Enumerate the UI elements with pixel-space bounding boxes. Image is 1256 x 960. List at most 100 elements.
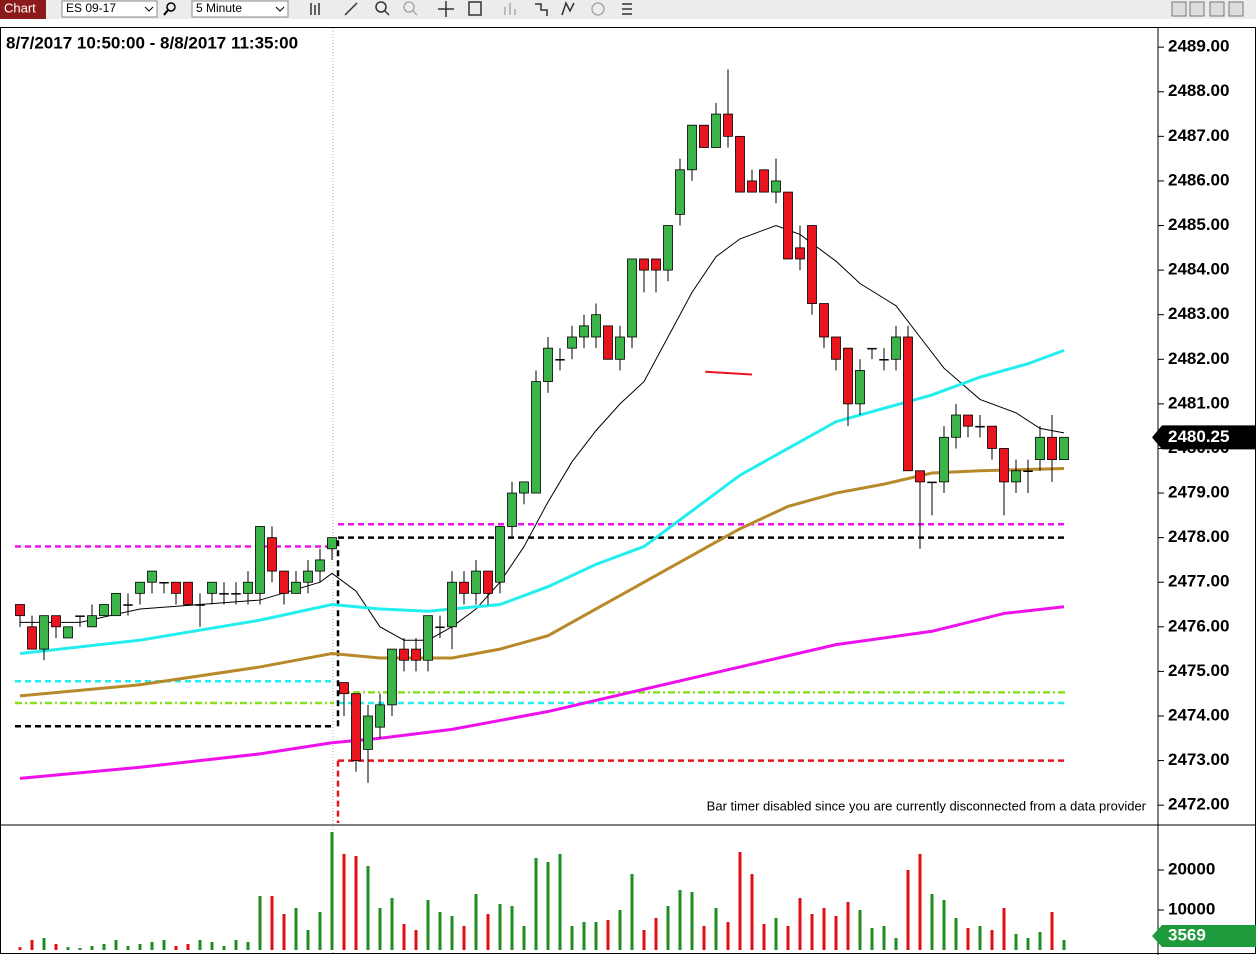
instrument-select[interactable] bbox=[61, 0, 158, 18]
volume-bar bbox=[378, 908, 382, 950]
y-tick-label: 2481.00 bbox=[1168, 393, 1229, 412]
volume-bar bbox=[882, 926, 886, 950]
y-tick-label: 2486.00 bbox=[1168, 170, 1229, 189]
volume-bar bbox=[1026, 938, 1030, 950]
y-tick-label: 2475.00 bbox=[1168, 661, 1229, 680]
volume-bar bbox=[1014, 934, 1018, 950]
candle-body bbox=[147, 570, 157, 583]
volume-bar bbox=[318, 912, 322, 950]
volume-bar bbox=[150, 942, 154, 950]
volume-bar bbox=[546, 862, 550, 950]
candle-body bbox=[423, 615, 433, 661]
candle-body bbox=[807, 225, 817, 304]
candle-body bbox=[975, 425, 985, 428]
volume-bar bbox=[906, 870, 910, 950]
volume-bar bbox=[18, 947, 22, 950]
y-tick-label: 2474.00 bbox=[1168, 705, 1229, 724]
y-tick-label: 2482.00 bbox=[1168, 349, 1229, 368]
candle-body bbox=[915, 470, 925, 483]
y-tick-label: 2477.00 bbox=[1168, 572, 1229, 591]
candle-body bbox=[843, 347, 853, 405]
candle-body bbox=[159, 581, 169, 584]
chart-tab[interactable] bbox=[0, 0, 46, 19]
volume-bar bbox=[342, 854, 346, 950]
candle-body bbox=[699, 124, 709, 148]
candle-body bbox=[735, 135, 745, 193]
volume-bar bbox=[462, 926, 466, 950]
volume-bar bbox=[714, 908, 718, 950]
volume-bar bbox=[222, 946, 226, 950]
volume-bar bbox=[366, 866, 370, 950]
volume-bar bbox=[498, 904, 502, 950]
volume-bar bbox=[390, 898, 394, 950]
volume-bar bbox=[750, 874, 754, 950]
volume-bar bbox=[198, 940, 202, 950]
volume-bar bbox=[510, 906, 514, 950]
candle-body bbox=[1059, 436, 1069, 461]
volume-bar bbox=[66, 947, 70, 950]
candle-body bbox=[651, 258, 661, 271]
volume-bar bbox=[690, 892, 694, 950]
volume-bar bbox=[78, 948, 82, 950]
candle-body bbox=[927, 481, 937, 484]
y-tick-label: 2483.00 bbox=[1168, 304, 1229, 323]
candle-body bbox=[507, 492, 517, 527]
volume-bar bbox=[630, 874, 634, 950]
volume-bar bbox=[534, 858, 538, 950]
candle-body bbox=[795, 247, 805, 260]
volume-bar bbox=[306, 930, 310, 950]
candle-body bbox=[207, 581, 217, 594]
candle-body bbox=[687, 124, 697, 171]
candle-body bbox=[615, 336, 625, 360]
search-icon[interactable] bbox=[166, 2, 176, 12]
candle-body bbox=[579, 325, 589, 338]
y-tick-label: 2485.00 bbox=[1168, 215, 1229, 234]
window-buttons[interactable] bbox=[1171, 1, 1244, 17]
last-volume-box bbox=[1152, 925, 1256, 947]
drawn-line bbox=[705, 370, 753, 376]
candle-body bbox=[291, 581, 301, 594]
volume-bar bbox=[354, 856, 358, 950]
toolbar-icons[interactable] bbox=[310, 1, 632, 17]
interval-label: 5 Minute bbox=[196, 1, 242, 15]
candle-body bbox=[243, 581, 253, 594]
candle-body bbox=[771, 180, 781, 193]
candle-body bbox=[903, 336, 913, 472]
candle-body bbox=[543, 347, 553, 382]
candle-body bbox=[279, 570, 289, 594]
volume-bar bbox=[894, 938, 898, 950]
volume-bar bbox=[990, 930, 994, 950]
volume-bar bbox=[522, 926, 526, 950]
volume-bar bbox=[786, 926, 790, 950]
candle-body bbox=[219, 593, 229, 595]
volume-bar bbox=[102, 944, 106, 950]
candle-body bbox=[531, 381, 541, 494]
volume-bar bbox=[810, 914, 814, 950]
chart-tab-label: Chart bbox=[4, 0, 36, 15]
candle-body bbox=[951, 414, 961, 438]
candle-body bbox=[39, 615, 49, 650]
candle-body bbox=[171, 581, 181, 594]
volume-bar bbox=[30, 940, 34, 950]
volume-bar bbox=[1002, 908, 1006, 950]
volume-bar bbox=[114, 940, 118, 950]
volume-bar bbox=[438, 912, 442, 950]
candle-body bbox=[891, 336, 901, 360]
volume-bar bbox=[870, 928, 874, 950]
candle-body bbox=[495, 526, 505, 583]
volume-bar bbox=[474, 894, 478, 950]
candle-body bbox=[639, 258, 649, 271]
y-tick-label: 2488.00 bbox=[1168, 81, 1229, 100]
y-tick-label: 2473.00 bbox=[1168, 750, 1229, 769]
volume-bar bbox=[402, 924, 406, 950]
y-tick-label: 2487.00 bbox=[1168, 126, 1229, 145]
interval-select[interactable] bbox=[191, 0, 289, 18]
dropdown-arrow bbox=[275, 6, 285, 12]
status-message: Bar timer disabled since you are current… bbox=[707, 798, 1147, 813]
instrument-label: ES 09-17 bbox=[66, 1, 116, 15]
volume-bar bbox=[1038, 932, 1042, 950]
volume-bar bbox=[774, 918, 778, 950]
volume-bar bbox=[258, 896, 262, 950]
candle-body bbox=[183, 581, 193, 605]
